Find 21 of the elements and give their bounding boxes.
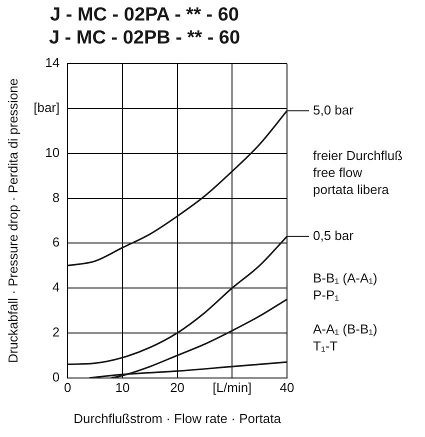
y-tick-label: 4 (52, 280, 60, 295)
annotation: 0,5 bar (313, 228, 354, 243)
x-axis-title: Durchflußstrom · Flow rate · Portata (74, 410, 282, 426)
y-tick-label: [bar] (34, 100, 60, 116)
y-tick-label: 14 (45, 55, 60, 70)
text: freier Durchfluß free flow portata libera (313, 148, 403, 198)
y-tick-label: 0 (52, 369, 60, 384)
y-tick-label: 6 (52, 234, 60, 250)
x-tick-label: 40 (280, 380, 294, 396)
y-tick-label: 2 (52, 324, 60, 340)
y-axis-title: Druckabfall · Pressure drop · Perdita di pressione (5, 78, 20, 364)
y-tick-label: 8 (52, 190, 60, 205)
x-tick-label: 0 (64, 380, 72, 396)
x-tick-label: 10 (115, 380, 130, 396)
y-tick-label: 10 (45, 144, 60, 160)
x-tick-label: [L/min] (212, 380, 252, 396)
text: B-B₁ (A-A₁) P-P₁ (313, 270, 378, 303)
text: A-A₁ (B-B₁) T₁-T (313, 322, 378, 354)
x-tick-label: 20 (170, 380, 185, 396)
chart-title: J - MC - 02PA - ** - 60 J - MC - 02PB - ** - 60 (48, 4, 240, 48)
annotation: 5,0 bar (313, 102, 354, 118)
